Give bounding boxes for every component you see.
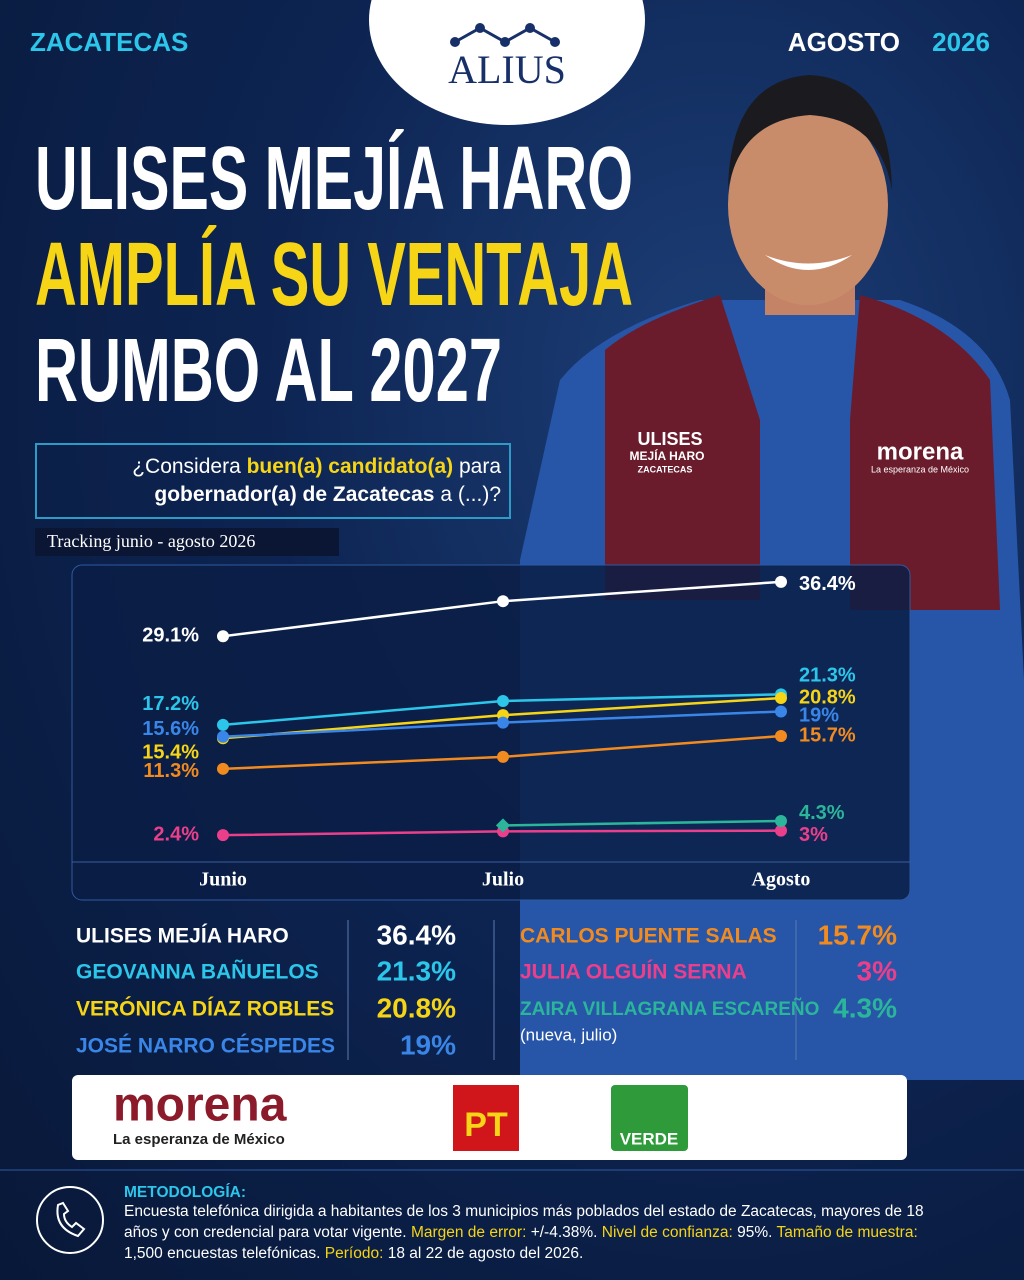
legend-value: 21.3% — [377, 955, 456, 986]
year: 2026 — [932, 27, 990, 57]
smile — [765, 255, 852, 270]
legend-name: ZAIRA VILLAGRANA ESCAREÑO — [520, 998, 819, 1020]
legend-name: JOSÉ NARRO CÉSPEDES — [76, 1035, 335, 1058]
month: AGOSTO — [788, 27, 900, 57]
vest-text: ULISES — [637, 429, 702, 449]
methodology-label: Nivel de confianza: — [601, 1224, 733, 1241]
verde-text: VERDE — [620, 1129, 679, 1148]
data-label: 11.3% — [143, 760, 199, 782]
point — [217, 718, 229, 731]
legend-note: (nueva, julio) — [520, 1025, 617, 1044]
point — [217, 730, 229, 743]
chart: Junio Julio Agosto 29.1% 36.4% 17.2% 21.3% 15.4… — [142, 573, 856, 890]
vest-text: ZACATECAS — [638, 464, 693, 474]
logo-dots — [450, 23, 560, 47]
data-label: 21.3% — [799, 665, 856, 687]
point — [775, 575, 787, 588]
methodology-text: 18 al 22 de agosto del 2026. — [387, 1245, 584, 1262]
headline: ULISES MEJÍA HARO — [35, 128, 633, 229]
tracking-bg — [35, 528, 339, 556]
legend-name: GEOVANNA BAÑUELOS — [76, 961, 319, 984]
question: ¿Considera buen(a) candidato(a) para gobe… — [35, 443, 511, 519]
data-label: 15.4% — [142, 742, 199, 764]
face — [728, 105, 888, 305]
methodology-label: Margen de error: — [410, 1224, 527, 1241]
data-label: 19% — [799, 705, 839, 727]
data-label: 2.4% — [153, 823, 199, 845]
data-label: 29.1% — [142, 624, 199, 646]
legend-name: VERÓNICA DÍAZ ROBLES — [76, 997, 334, 1021]
point — [497, 595, 509, 608]
data-label: 3% — [799, 824, 828, 846]
methodology-text: 95%. — [737, 1224, 773, 1241]
region: ZACATECAS — [30, 27, 188, 57]
point — [217, 829, 229, 842]
vest-right — [850, 295, 1000, 610]
legend-name: CARLOS PUENTE SALAS — [520, 925, 777, 948]
legend-value: 3% — [857, 955, 898, 986]
point — [775, 692, 787, 705]
data-label: 15.7% — [799, 724, 856, 746]
tracking-label: Tracking junio - agosto 2026 — [47, 531, 255, 551]
x-tick-label: Agosto — [752, 869, 811, 891]
point — [495, 818, 511, 833]
phone-glyph — [56, 1201, 86, 1238]
legend-value: 4.3% — [833, 992, 897, 1023]
methodology: METODOLOGÍA: Encuesta telefónica dirigida… — [124, 1184, 954, 1264]
legend-value: 36.4% — [377, 919, 456, 950]
logo-badge — [369, 0, 645, 125]
series-line — [502, 819, 782, 827]
vest-text: La esperanza de México — [871, 464, 969, 474]
point — [775, 730, 787, 743]
chart-frame — [71, 564, 911, 901]
hair — [728, 75, 892, 190]
pt-logo — [453, 1085, 519, 1151]
point — [497, 716, 509, 729]
headline: RUMBO AL 2027 — [35, 321, 502, 421]
data-label: 4.3% — [799, 802, 845, 824]
morena-slogan: La esperanza de México — [113, 1131, 285, 1148]
methodology-text: +/-4.38%. — [530, 1224, 598, 1241]
x-tick-label: Junio — [199, 869, 247, 891]
point — [217, 630, 229, 643]
x-tick-label: Julio — [482, 869, 524, 891]
question-text: para — [458, 455, 501, 478]
legend-value: 15.7% — [818, 919, 897, 950]
legend-name: JULIA OLGUÍN SERNA — [520, 961, 747, 984]
point — [497, 750, 509, 763]
methodology-intro: Encuesta telefónica dirigida a habitante… — [124, 1203, 924, 1241]
point — [775, 705, 787, 718]
point — [497, 695, 509, 708]
legend-value: 19% — [400, 1029, 456, 1060]
pt-text: PT — [464, 1106, 508, 1144]
data-label: 20.8% — [799, 686, 856, 708]
vest-text: MEJÍA HARO — [630, 448, 705, 463]
methodology-text: 1,500 encuestas telefónicas. — [124, 1245, 321, 1262]
morena-logo: morena — [113, 1079, 287, 1132]
verde-logo — [611, 1085, 688, 1151]
phone-icon — [36, 1186, 104, 1254]
table-dividers — [347, 920, 797, 1060]
headline: AMPLÍA SU VENTAJA — [35, 224, 633, 325]
methodology-title: METODOLOGÍA: — [124, 1184, 246, 1201]
data-label: 15.6% — [142, 718, 199, 740]
point — [775, 814, 787, 827]
point — [775, 824, 787, 837]
point — [217, 762, 229, 775]
legend-value: 20.8% — [377, 992, 456, 1023]
question-highlight: buen(a) candidato(a) — [246, 455, 454, 478]
question-bold: gobernador(a) de Zacatecas — [154, 483, 435, 506]
question-text: a (...)? — [440, 483, 501, 506]
question-text: ¿Considera — [132, 455, 241, 478]
vest-left — [605, 295, 760, 600]
methodology-label: Tamaño de muestra: — [776, 1224, 918, 1241]
legend-name: ULISES MEJÍA HARO — [76, 925, 289, 948]
vest-text: morena — [877, 438, 964, 465]
brand: ALIUS — [448, 47, 566, 92]
methodology-label: Período: — [324, 1245, 384, 1262]
data-label: 36.4% — [799, 573, 856, 595]
data-label: 17.2% — [142, 693, 199, 715]
